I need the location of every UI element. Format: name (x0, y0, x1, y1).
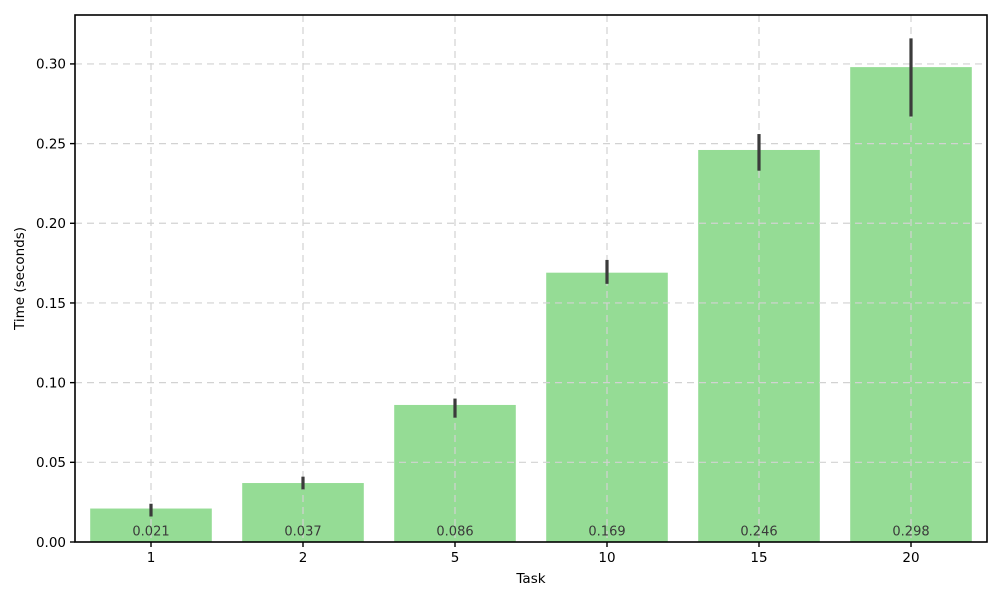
y-tick-label: 0.30 (36, 57, 66, 73)
y-tick-label: 0.15 (36, 296, 66, 312)
x-tick-label: 10 (598, 550, 615, 566)
x-tick-label: 2 (299, 550, 308, 566)
y-tick-label: 0.00 (36, 535, 66, 551)
bar-value-label: 0.086 (436, 525, 473, 540)
x-tick-label: 5 (451, 550, 460, 566)
bar-value-label: 0.037 (284, 525, 321, 540)
y-tick-label: 0.25 (36, 136, 66, 152)
y-axis-label: Time (seconds) (12, 227, 28, 331)
y-tick-label: 0.20 (36, 216, 66, 232)
x-tick-label: 15 (750, 550, 767, 566)
bar-value-label: 0.169 (588, 525, 625, 540)
x-axis-label: Task (515, 571, 545, 587)
bar-value-label: 0.021 (132, 525, 169, 540)
x-tick-label: 1 (147, 550, 156, 566)
bar-value-label: 0.298 (892, 525, 929, 540)
plot-border (74, 14, 988, 543)
y-tick-label: 0.10 (36, 375, 66, 391)
y-tick-label: 0.05 (36, 455, 66, 471)
bar-value-label: 0.246 (740, 525, 777, 540)
x-tick-label: 20 (902, 550, 919, 566)
